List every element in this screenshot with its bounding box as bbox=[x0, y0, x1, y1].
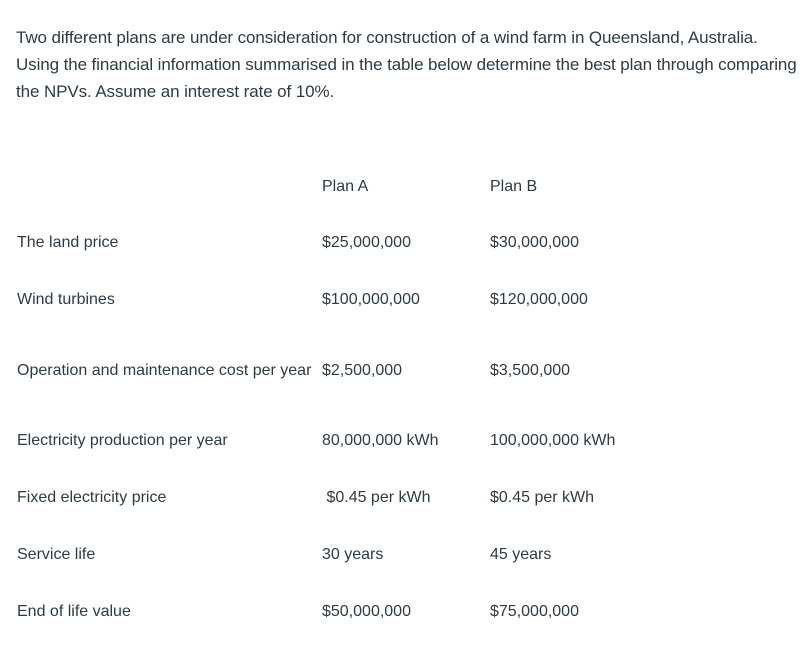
row-label: Fixed electricity price bbox=[17, 489, 167, 506]
table-header-row: Plan A Plan B bbox=[0, 158, 690, 214]
table-row-land-price: The land price $25,000,000 $30,000,000 bbox=[0, 214, 690, 271]
plan-b-value: 45 years bbox=[490, 546, 552, 563]
row-label: End of life value bbox=[17, 603, 131, 620]
plan-a-value: $0.45 per kWh bbox=[322, 489, 431, 506]
plan-a-value: $2,500,000 bbox=[322, 361, 403, 379]
row-label: Electricity production per year bbox=[17, 432, 228, 449]
row-label: Wind turbines bbox=[17, 291, 115, 308]
question-text: Two different plans are under considerat… bbox=[16, 28, 797, 101]
plan-a-value: 80,000,000 kWh bbox=[322, 432, 439, 449]
header-plan-b: Plan B bbox=[490, 177, 538, 195]
plan-a-value: 30 years bbox=[322, 546, 384, 563]
table-row-electricity-production: Electricity production per year 80,000,0… bbox=[0, 412, 690, 469]
plan-b-value: $120,000,000 bbox=[490, 291, 588, 308]
table-row-electricity-price: Fixed electricity price $0.45 per kWh $0… bbox=[0, 469, 690, 526]
plan-b-value: $75,000,000 bbox=[490, 603, 579, 620]
table-row-operation-maintenance: Operation and maintenance cost per year … bbox=[0, 328, 690, 412]
header-plan-a: Plan A bbox=[322, 177, 369, 195]
plan-b-value: $3,500,000 bbox=[490, 361, 571, 379]
plan-b-value: $30,000,000 bbox=[490, 234, 579, 251]
row-label: Operation and maintenance cost per year bbox=[17, 361, 312, 379]
plan-b-value: 100,000,000 kWh bbox=[490, 432, 616, 449]
plan-b-value: $0.45 per kWh bbox=[490, 489, 595, 506]
plan-a-value: $50,000,000 bbox=[322, 603, 411, 620]
row-label: Service life bbox=[17, 546, 96, 563]
table-row-service-life: Service life 30 years 45 years bbox=[0, 526, 690, 583]
row-label: The land price bbox=[17, 234, 119, 251]
header-label-cell bbox=[0, 158, 322, 214]
plan-a-value: $25,000,000 bbox=[322, 234, 411, 251]
table-row-end-of-life-value: End of life value $50,000,000 $75,000,00… bbox=[0, 583, 690, 640]
plan-a-value: $100,000,000 bbox=[322, 291, 420, 308]
financial-table: Plan A Plan B The land price $25,000,000… bbox=[0, 158, 690, 640]
table-row-wind-turbines: Wind turbines $100,000,000 $120,000,000 bbox=[0, 271, 690, 328]
